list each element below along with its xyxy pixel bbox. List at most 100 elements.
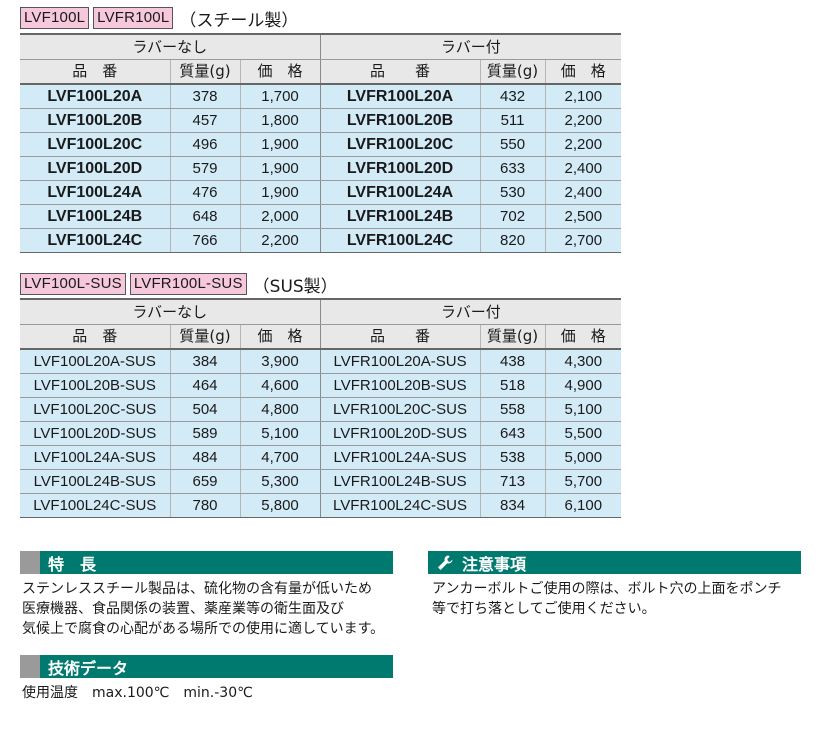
price-cell: 4,600 (239, 373, 321, 398)
price-cell: 3,900 (239, 349, 321, 374)
features-band: 特 長 (20, 551, 393, 574)
price-rubber-cell: 5,000 (544, 445, 622, 470)
col-header: 価 格 (239, 59, 321, 85)
part-number-cell: LVF100L20C (20, 132, 170, 157)
mass-rubber-cell: 530 (479, 180, 546, 205)
mass-cell: 659 (169, 469, 240, 494)
group-header: ラバーなし (20, 299, 321, 325)
tech-text: 使用温度 max.100℃ min.-30℃ (22, 685, 253, 701)
mass-cell: 484 (169, 445, 240, 470)
section-title-steel: LVF100L LVFR100L （スチール製） (20, 6, 299, 31)
part-number-cell: LVF100L20C-SUS (20, 397, 170, 422)
col-header: 価 格 (239, 324, 321, 350)
part-number-rubber-cell: LVFR100L24A-SUS (319, 445, 481, 470)
price-cell: 2,000 (239, 204, 321, 229)
price-cell: 1,800 (239, 108, 321, 133)
material-label: （SUS製） (252, 276, 338, 297)
col-header: 質量(g) (169, 324, 240, 350)
price-cell: 5,100 (239, 421, 321, 446)
mass-rubber-cell: 558 (479, 397, 546, 422)
part-number-rubber-cell: LVFR100L20C (319, 132, 481, 157)
group-header: ラバー付 (319, 34, 622, 60)
table-row: LVF100L20A-SUS 384 3,900 LVFR100L20A-SUS 438… (20, 349, 622, 374)
price-rubber-cell: 5,700 (544, 469, 622, 494)
part-number-rubber-cell: LVFR100L20D (319, 156, 481, 181)
model-tag: LVF100L (20, 7, 90, 29)
part-number-rubber-cell: LVFR100L24B-SUS (319, 469, 481, 494)
mass-cell: 464 (169, 373, 240, 398)
part-number-cell: LVF100L24C (20, 228, 170, 253)
mass-cell: 476 (169, 180, 240, 205)
mass-cell: 589 (169, 421, 240, 446)
price-cell: 5,800 (239, 493, 321, 518)
table-row: LVF100L20B-SUS 464 4,600 LVFR100L20B-SUS 518… (20, 373, 622, 398)
part-number-rubber-cell: LVFR100L20A (319, 84, 481, 109)
wrench-icon (434, 551, 456, 574)
features-text: ステンレススチール製品は、硫化物の含有量が低いため 医療機器、食品関係の装置、薬… (22, 579, 384, 639)
group-header: ラバー付 (319, 299, 622, 325)
caution-text: アンカーボルトご使用の際は、ボルト穴の上面をポンチ 等で打ち落としてご使用くださ… (432, 579, 781, 619)
mass-cell: 780 (169, 493, 240, 518)
part-number-cell: LVF100L20D (20, 156, 170, 181)
table-row: LVF100L24C 766 2,200 LVFR100L24C 820 2,700 (20, 228, 622, 253)
part-number-rubber-cell: LVFR100L24C (319, 228, 481, 253)
material-label: （スチール製） (179, 10, 299, 31)
table-row: LVF100L20D 579 1,900 LVFR100L20D 633 2,400 (20, 156, 622, 181)
mass-rubber-cell: 713 (479, 469, 546, 494)
price-rubber-cell: 5,500 (544, 421, 622, 446)
mass-rubber-cell: 518 (479, 373, 546, 398)
band-marker (20, 655, 40, 678)
table-row: LVF100L24B-SUS 659 5,300 LVFR100L24B-SUS 713… (20, 469, 622, 494)
col-header: 質量(g) (479, 59, 546, 85)
mass-rubber-cell: 550 (479, 132, 546, 157)
price-rubber-cell: 2,200 (544, 132, 622, 157)
features-title: 特 長 (48, 554, 97, 574)
price-cell: 1,700 (239, 84, 321, 109)
part-number-rubber-cell: LVFR100L20B (319, 108, 481, 133)
mass-cell: 457 (169, 108, 240, 133)
mass-cell: 378 (169, 84, 240, 109)
table-row: LVF100L24C-SUS 780 5,800 LVFR100L24C-SUS 834… (20, 493, 622, 518)
price-rubber-cell: 2,500 (544, 204, 622, 229)
part-number-cell: LVF100L20B-SUS (20, 373, 170, 398)
model-tag: LVFR100L (93, 7, 174, 29)
band-marker (20, 551, 40, 574)
part-number-cell: LVF100L20D-SUS (20, 421, 170, 446)
part-number-rubber-cell: LVFR100L24C-SUS (319, 493, 481, 518)
price-rubber-cell: 2,200 (544, 108, 622, 133)
model-tag: LVF100L-SUS (20, 273, 126, 295)
mass-rubber-cell: 538 (479, 445, 546, 470)
part-number-rubber-cell: LVFR100L24A (319, 180, 481, 205)
caution-band: 注意事項 (428, 551, 801, 574)
price-cell: 2,200 (239, 228, 321, 253)
part-number-cell: LVF100L24A-SUS (20, 445, 170, 470)
mass-cell: 496 (169, 132, 240, 157)
mass-rubber-cell: 702 (479, 204, 546, 229)
mass-rubber-cell: 432 (479, 84, 546, 109)
spec-table-steel: ラバーなし ラバー付 品 番 質量(g) 価 格 品 番 質量(g) 価 格 L… (20, 33, 622, 253)
price-cell: 5,300 (239, 469, 321, 494)
col-header: 品 番 (319, 324, 481, 350)
mass-rubber-cell: 633 (479, 156, 546, 181)
price-rubber-cell: 5,100 (544, 397, 622, 422)
part-number-cell: LVF100L24A (20, 180, 170, 205)
mass-cell: 504 (169, 397, 240, 422)
caution-line: アンカーボルトご使用の際は、ボルト穴の上面をポンチ (432, 581, 782, 597)
col-header: 品 番 (20, 324, 170, 350)
group-header: ラバーなし (20, 34, 321, 60)
mass-rubber-cell: 511 (479, 108, 546, 133)
part-number-cell: LVF100L24B (20, 204, 170, 229)
price-cell: 1,900 (239, 156, 321, 181)
model-tag: LVFR100L-SUS (129, 273, 247, 295)
price-rubber-cell: 2,400 (544, 180, 622, 205)
mass-cell: 648 (169, 204, 240, 229)
part-number-cell: LVF100L20A (20, 84, 170, 109)
caution-line: 等で打ち落としてご使用ください。 (432, 601, 656, 617)
section-title-sus: LVF100L-SUS LVFR100L-SUS （SUS製） (20, 272, 338, 297)
price-rubber-cell: 2,100 (544, 84, 622, 109)
tech-band: 技術データ (20, 655, 393, 678)
table-row: LVF100L24A-SUS 484 4,700 LVFR100L24A-SUS 538… (20, 445, 622, 470)
mass-cell: 766 (169, 228, 240, 253)
price-cell: 1,900 (239, 180, 321, 205)
price-rubber-cell: 2,400 (544, 156, 622, 181)
